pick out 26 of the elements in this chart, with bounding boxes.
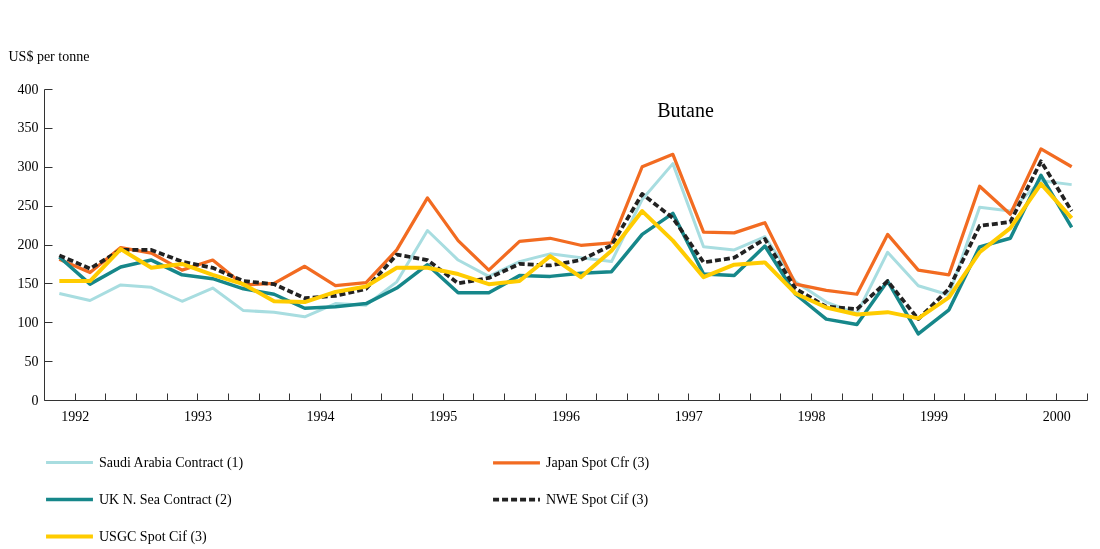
text: Butane	[657, 99, 714, 121]
x-tick-label: 1998	[797, 408, 826, 424]
y-tick-label: 400	[17, 81, 39, 97]
legend-label: Saudi Arabia Contract (1)	[99, 454, 244, 471]
y-tick-label: 50	[24, 353, 39, 369]
x-tick-label: 2000	[1042, 408, 1071, 424]
y-tick-label: 100	[17, 314, 39, 330]
x-tick-label: 1992	[61, 408, 90, 424]
y-tick-label: 0	[31, 392, 39, 408]
legend-label: UK N. Sea Contract (2)	[99, 491, 232, 508]
legend-label: Japan Spot Cfr (3)	[546, 454, 650, 471]
x-tick-label: 1996	[552, 408, 580, 424]
x-tick-label: 1995	[429, 408, 458, 424]
legend-label: USGC Spot Cif (3)	[99, 528, 208, 545]
y-tick-label: 300	[17, 159, 39, 175]
legend-label: NWE Spot Cif (3)	[546, 491, 649, 508]
line-series	[57, 147, 1074, 296]
x-tick-label: 1993	[183, 408, 212, 424]
x-tick-label: 1994	[306, 408, 335, 424]
y-tick-label: 150	[17, 275, 39, 291]
y-tick-label: 250	[17, 198, 39, 214]
y-tick-label: 350	[17, 120, 39, 136]
y-tick-label: 200	[17, 237, 39, 252]
x-tick-label: 1997	[674, 408, 703, 424]
y-axis-title: US$ per tonne	[8, 48, 90, 64]
x-tick-label: 1999	[920, 408, 949, 424]
